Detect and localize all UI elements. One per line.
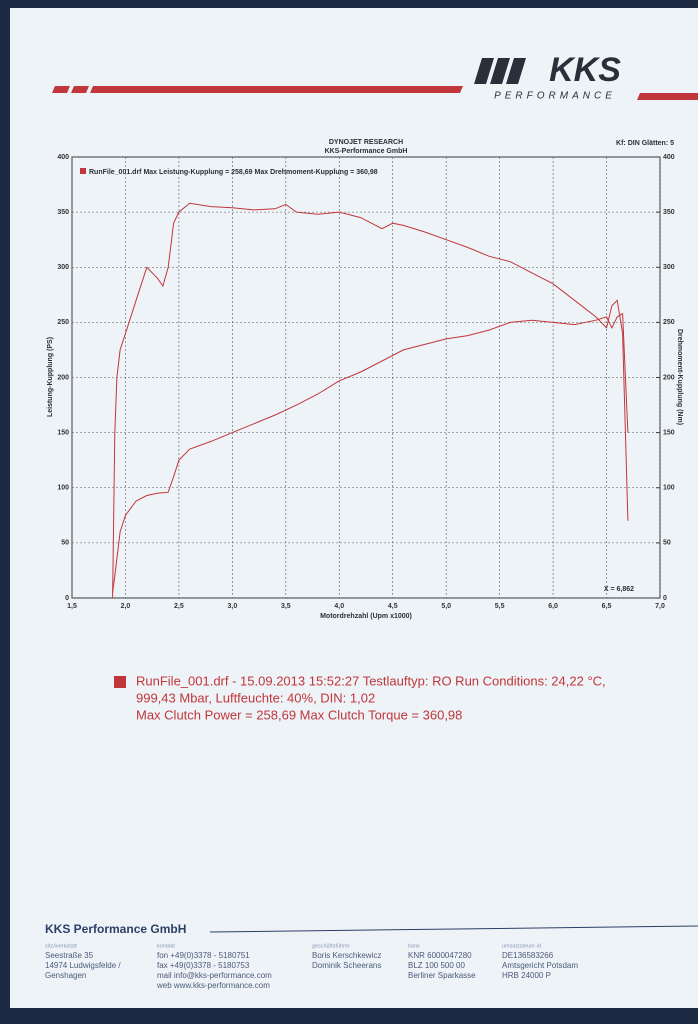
footer-label: sitz/werkstatt [45,943,77,949]
chart-settings: Kf: DIN Glätten: 5 [616,140,674,147]
y2-tick-label: 100 [663,485,675,492]
y2-axis-label: Drehmoment-Kupplung (Nm) [676,329,683,425]
x-tick-label: 2,5 [174,603,184,610]
paper [10,8,698,1008]
chart-legend-key [80,168,86,174]
y2-tick-label: 200 [663,374,675,381]
run-info-line: 999,43 Mbar, Luftfeuchte: 40%, DIN: 1,02 [136,690,375,705]
y-tick-label: 250 [57,319,69,326]
y2-tick-label: 0 [663,595,667,602]
footer-line: DE136583266 [502,951,554,960]
footer-line: BLZ 100 500 00 [408,961,465,970]
run-info-line: RunFile_001.drf - 15.09.2013 15:52:27 Te… [136,673,606,688]
x-tick-label: 3,5 [281,603,291,610]
footer-rule [209,925,698,933]
x-tick-label: 7,0 [655,603,665,610]
footer-line: 14974 Ludwigsfelde / [45,961,121,970]
y2-tick-label: 400 [663,154,675,161]
footer-line: Berliner Sparkasse [408,971,476,980]
footer-line: mail info@kks-performance.com [157,971,272,980]
x-tick-label: 5,0 [441,603,451,610]
y-tick-label: 150 [57,429,69,436]
y2-tick-label: 250 [663,319,675,326]
footer-label: umsatzsteuer-id [502,943,541,949]
y-tick-label: 200 [57,374,69,381]
x-tick-label: 3,0 [227,603,237,610]
footer-line: Genshagen [45,971,86,980]
footer-line: Seestraße 35 [45,951,94,960]
y-tick-label: 350 [57,209,69,216]
x-axis-label: Motordrehzahl (Upm x1000) [320,613,412,620]
y-tick-label: 100 [57,485,69,492]
footer-label: kontakt [157,943,175,949]
x-tick-label: 4,0 [334,603,344,610]
series-line [112,312,629,593]
chart-subtitle: KKS-Performance GmbH [325,148,408,155]
footer-line: fax +49(0)3378 - 5180753 [157,961,250,970]
x-tick-label: 5,5 [495,603,505,610]
y2-tick-label: 300 [663,264,675,271]
footer-line: web www.kks-performance.com [156,981,270,990]
footer-line: KNR 6000047280 [408,951,472,960]
run-legend-key [114,676,126,688]
series-line [112,202,629,599]
logo-brand: KKS [549,51,621,89]
y2-tick-label: 50 [663,540,671,547]
footer-line: fon +49(0)3378 - 5180751 [157,951,250,960]
x-tick-label: 6,0 [548,603,558,610]
y2-tick-label: 150 [663,429,675,436]
run-info-line: Max Clutch Power = 258,69 Max Clutch Tor… [136,707,462,722]
y-tick-label: 50 [61,540,69,547]
footer-label: geschäftsführer [312,943,350,949]
chart-title: DYNOJET RESEARCH [329,139,403,146]
x-tick-label: 1,5 [67,603,77,610]
y-tick-label: 300 [57,264,69,271]
footer-line: HRB 24000 P [502,971,551,980]
y-tick-label: 0 [65,595,69,602]
x-tick-label: 6,5 [602,603,612,610]
y-axis-label: Leistung-Kupplung (PS) [47,337,54,417]
logo-tagline: PERFORMANCE [494,91,616,102]
chart-legend: RunFile_001.drf Max Leistung-Kupplung = … [89,169,378,176]
header-bar [52,58,698,100]
footer-company: KKS Performance GmbH [45,922,186,936]
y-tick-label: 400 [57,154,69,161]
annotation: X = 6,862 [604,586,634,593]
x-tick-label: 2,0 [121,603,131,610]
footer-line: Amtsgericht Potsdam [502,961,578,970]
y2-tick-label: 350 [663,209,675,216]
footer-label: bank [408,943,420,949]
footer-line: Boris Kerschkewicz [312,951,381,960]
footer-line: Dominik Scheerans [312,961,381,970]
x-tick-label: 4,5 [388,603,398,610]
